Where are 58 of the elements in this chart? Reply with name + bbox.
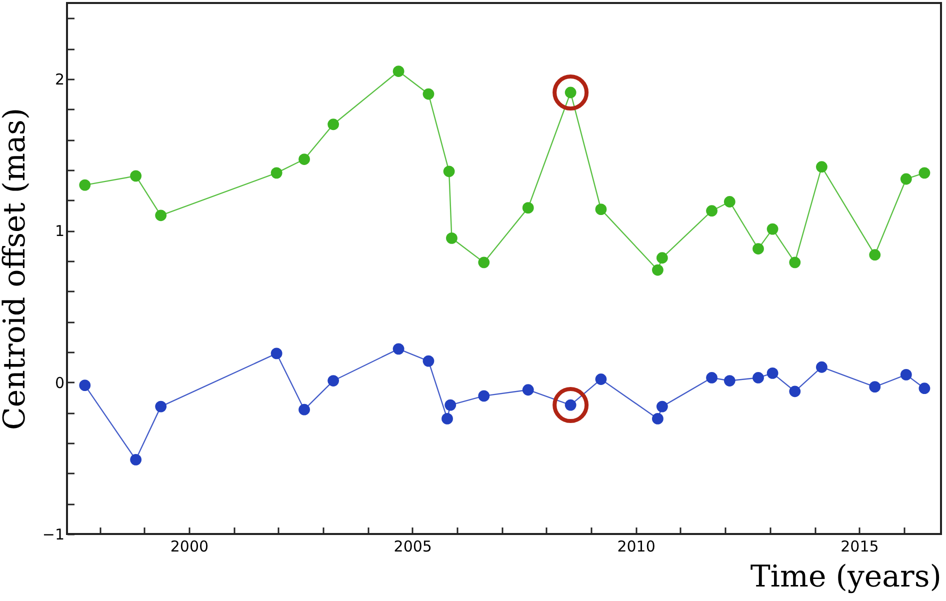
point bbox=[869, 381, 881, 393]
point bbox=[130, 170, 142, 182]
point bbox=[442, 413, 453, 424]
point bbox=[752, 372, 764, 384]
point bbox=[392, 66, 404, 77]
point bbox=[422, 355, 434, 367]
point bbox=[816, 361, 828, 373]
point bbox=[816, 161, 828, 173]
point bbox=[79, 179, 91, 191]
x-tick-label: 2015 bbox=[840, 538, 879, 556]
point bbox=[443, 166, 455, 178]
point bbox=[918, 382, 930, 394]
point bbox=[724, 196, 736, 208]
point bbox=[766, 367, 778, 379]
x-axis-title: Time (years) bbox=[750, 560, 942, 594]
y-tick-label: −1 bbox=[42, 526, 64, 544]
point bbox=[522, 202, 534, 214]
y-tick-label: 2 bbox=[54, 70, 64, 88]
point bbox=[422, 88, 434, 100]
point bbox=[444, 399, 456, 411]
y-tick-label: 1 bbox=[54, 222, 64, 240]
point bbox=[752, 243, 764, 254]
point bbox=[270, 167, 282, 179]
point bbox=[155, 210, 167, 222]
x-tick-label: 2000 bbox=[170, 538, 209, 556]
y-axis-title: Centroid offset (mas) bbox=[0, 108, 32, 430]
point bbox=[298, 154, 310, 165]
point bbox=[706, 372, 718, 384]
x-tick-label: 2005 bbox=[394, 538, 432, 556]
y-tick-label: 0 bbox=[54, 374, 64, 392]
point bbox=[706, 205, 718, 217]
point bbox=[392, 343, 404, 355]
point bbox=[446, 232, 458, 244]
point bbox=[522, 384, 534, 396]
point bbox=[789, 256, 801, 268]
x-tick-label: 2010 bbox=[617, 538, 656, 556]
point bbox=[478, 256, 490, 268]
point bbox=[155, 400, 167, 412]
point bbox=[900, 369, 912, 380]
point bbox=[652, 264, 664, 276]
point bbox=[869, 249, 881, 261]
point bbox=[328, 375, 340, 386]
point bbox=[298, 404, 310, 416]
point bbox=[656, 252, 668, 264]
point bbox=[652, 413, 664, 424]
point bbox=[478, 390, 490, 402]
point bbox=[789, 386, 801, 398]
point bbox=[328, 118, 340, 130]
point bbox=[766, 223, 778, 235]
point bbox=[900, 173, 912, 185]
point bbox=[918, 167, 930, 179]
point bbox=[656, 400, 668, 412]
point bbox=[724, 375, 736, 386]
point bbox=[79, 380, 91, 392]
point bbox=[130, 454, 142, 466]
point bbox=[270, 348, 282, 360]
point bbox=[595, 374, 607, 385]
point bbox=[595, 204, 607, 216]
